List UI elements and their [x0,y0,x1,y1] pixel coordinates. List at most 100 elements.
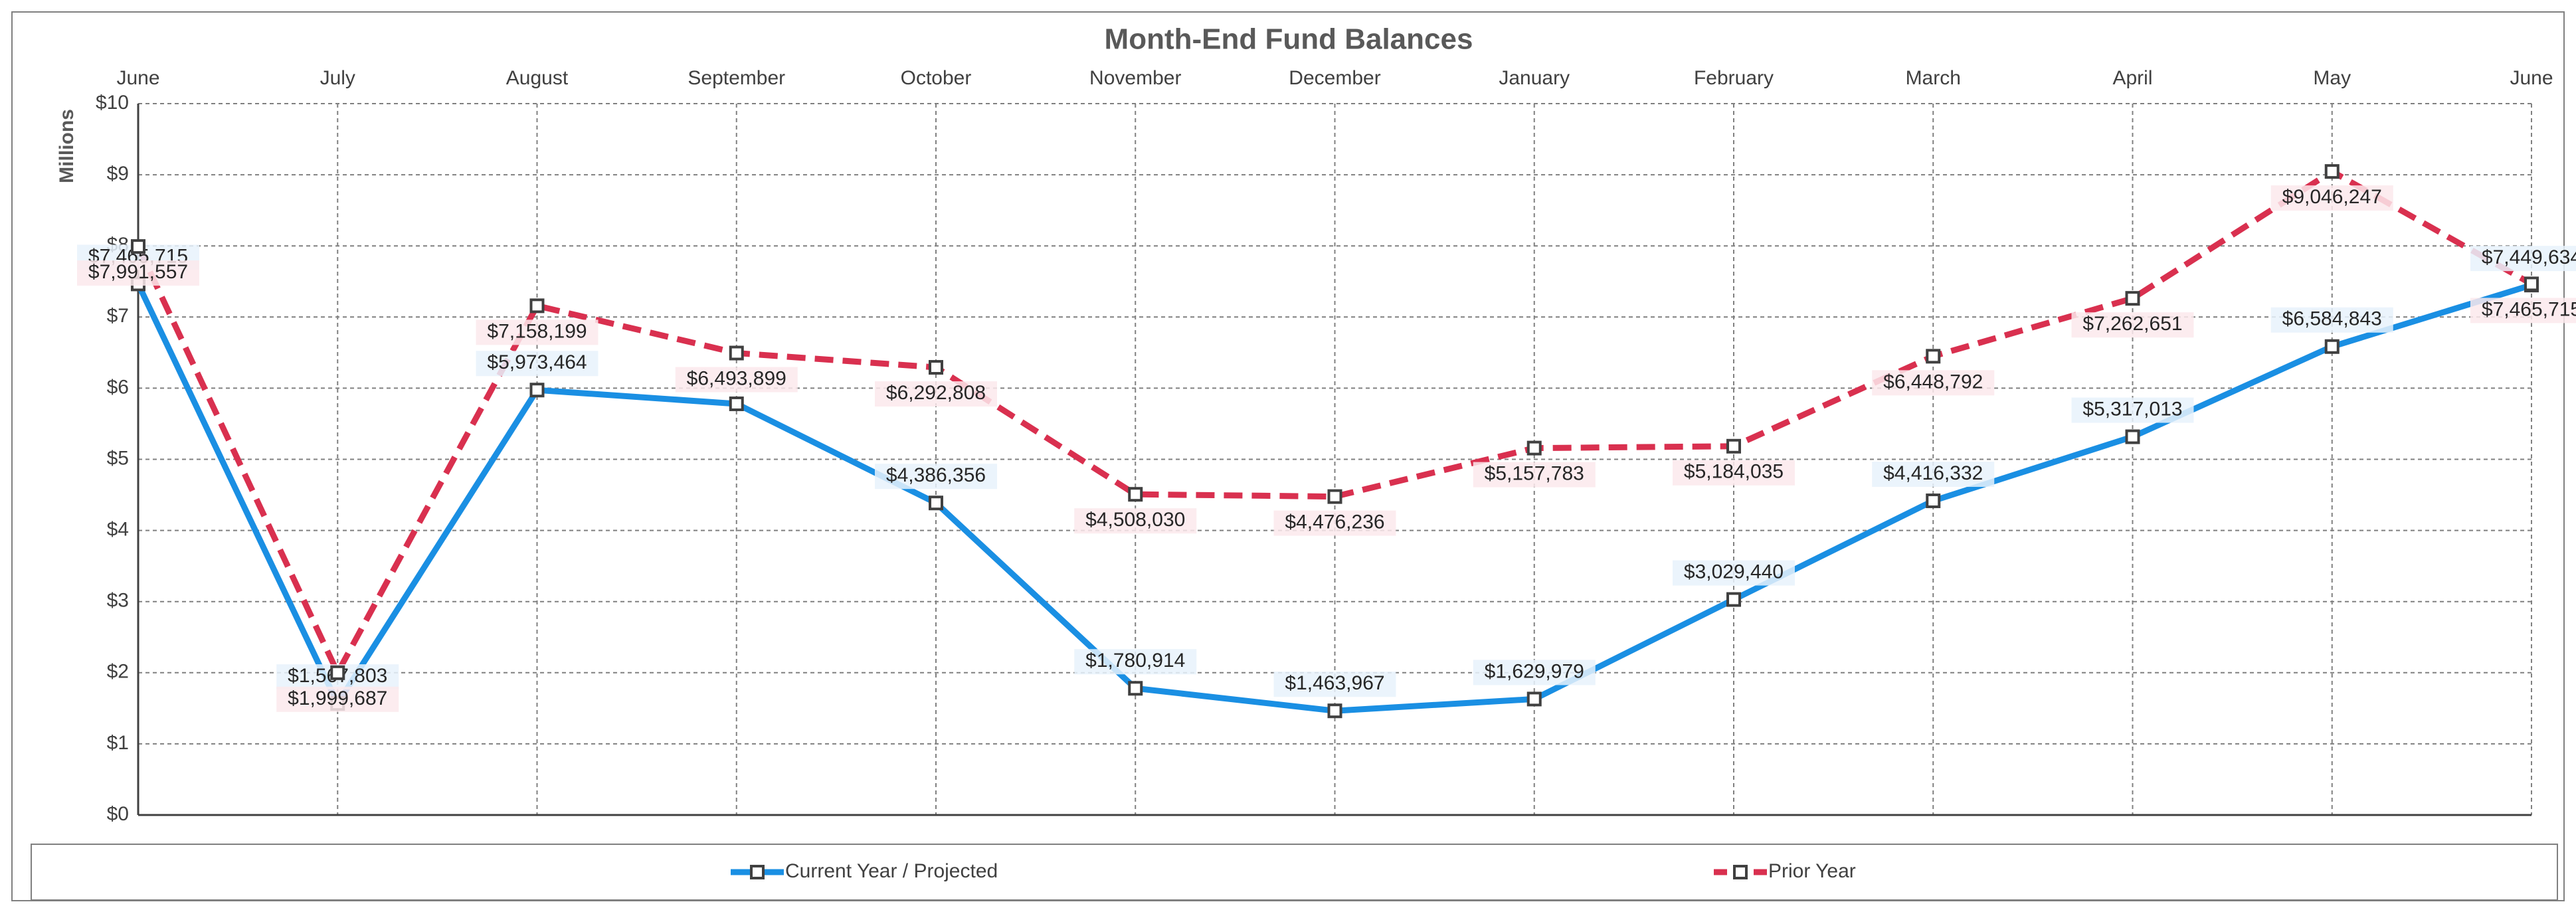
data-label-bg [875,381,997,407]
point-marker [2125,429,2140,444]
point-marker [330,665,345,680]
data-label: $6,448,792 [1883,371,1983,393]
point-marker [729,345,744,361]
point-marker [529,383,545,398]
point-marker [1128,487,1143,502]
point-marker [1526,440,1542,456]
data-label: $5,157,783 [1485,463,1584,485]
point-marker [2125,291,2140,306]
data-label-bg [1473,660,1596,685]
data-label-bg [1273,510,1396,536]
point-marker [1327,489,1342,504]
data-label: $5,317,013 [2082,398,2182,420]
data-label-bg [2270,307,2393,333]
data-label-bg [1673,560,1795,586]
x-tick-label: August [506,67,569,89]
legend-frame [31,844,2558,901]
point-marker [1327,703,1342,719]
point-marker [1526,691,1542,707]
data-label-bg [2270,185,2393,211]
data-label-bg [875,464,997,490]
data-label: $5,973,464 [487,351,587,373]
point-marker [1726,438,1741,454]
data-label-bg [476,351,598,377]
data-label: $5,184,035 [1684,461,1784,483]
data-label-bg [2470,246,2576,272]
data-label-bg [77,260,199,286]
point-marker [131,239,145,254]
x-tick-label: June [116,67,159,89]
data-label-bg [675,367,798,393]
x-tick-label: December [1289,67,1380,89]
x-tick-label: September [688,67,785,89]
data-label: $4,416,332 [1883,462,1983,484]
x-tick-label: May [2313,67,2351,89]
point-marker [729,396,744,411]
data-label-bg [2071,397,2194,423]
legend-marker [750,865,765,879]
data-label-bg [1074,649,1197,675]
y-tick-label: $0 [107,803,129,825]
legend-label: Prior Year [1768,860,1856,882]
point-marker [1926,494,1941,509]
x-tick-label: March [1906,67,1961,89]
data-label: $7,158,199 [487,320,587,342]
data-label: $6,584,843 [2282,308,2382,330]
x-tick-label: April [2112,67,2152,89]
data-label: $6,292,808 [886,382,986,404]
data-label: $9,046,247 [2282,186,2382,208]
data-label: $4,386,356 [886,464,986,486]
legend-marker [1733,865,1748,879]
y-tick-label: $10 [96,92,129,114]
data-label-bg [1872,370,1995,396]
point-marker [529,298,545,314]
data-label: $7,991,557 [88,261,188,283]
y-axis-label: Millions [56,109,78,183]
point-marker [1128,681,1143,696]
y-tick-label: $9 [107,163,129,185]
data-label: $4,476,236 [1285,511,1384,533]
data-label: $1,629,979 [1485,660,1584,682]
legend-label: Current Year / Projected [785,860,998,882]
data-label: $3,029,440 [1684,561,1784,583]
y-tick-label: $5 [107,447,129,469]
data-label-bg [1673,460,1795,486]
point-marker [1926,349,1941,364]
y-tick-label: $7 [107,305,129,327]
y-tick-label: $1 [107,732,129,754]
data-label: $7,262,651 [2082,313,2182,335]
chart-title: Month-End Fund Balances [1105,23,1473,56]
point-marker [929,496,943,511]
data-label: $6,493,899 [687,367,786,389]
y-tick-label: $3 [107,590,129,612]
data-label: $7,465,715 [2482,298,2576,320]
x-tick-label: July [320,67,355,89]
y-tick-label: $2 [107,661,129,683]
x-tick-label: June [2510,67,2553,89]
data-label-bg [2071,312,2194,338]
data-label: $7,449,634 [2482,246,2576,268]
data-label: $1,463,967 [1285,672,1384,694]
point-marker [2324,339,2340,354]
point-marker [2324,164,2340,179]
data-label-bg [1273,672,1396,697]
data-label-bg [276,686,399,712]
data-label-bg [1473,462,1596,488]
data-label-bg [476,319,598,345]
data-label: $1,780,914 [1085,650,1185,672]
x-tick-label: October [901,67,972,89]
data-label-bg [1074,508,1197,534]
point-marker [1726,592,1741,607]
data-label: $1,999,687 [288,687,387,709]
x-tick-label: January [1499,67,1570,89]
point-marker [2524,276,2539,292]
point-marker [929,360,943,375]
x-tick-label: February [1694,67,1774,89]
data-label-bg [1872,462,1995,488]
y-tick-label: $4 [107,519,129,541]
data-label: $4,508,030 [1085,509,1185,531]
x-tick-label: November [1089,67,1181,89]
y-tick-label: $6 [107,376,129,398]
data-label-bg [2470,298,2576,323]
